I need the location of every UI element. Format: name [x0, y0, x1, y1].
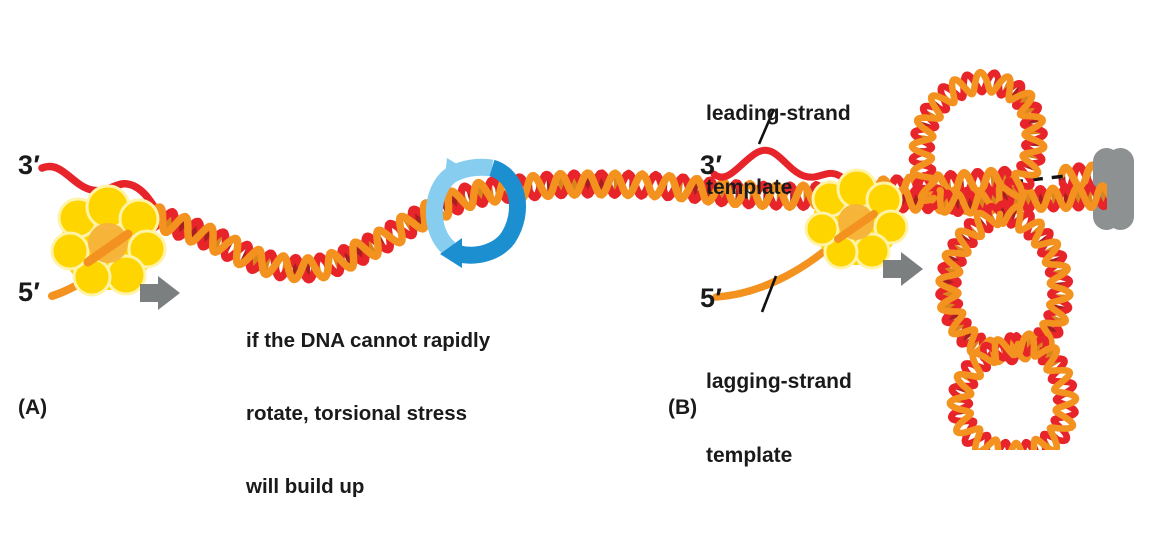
- note-line-1: if the DNA cannot rapidly: [246, 329, 490, 353]
- panel-a-label: (A): [18, 396, 47, 421]
- lagging-label-line-1: lagging-strand: [706, 370, 852, 395]
- panel-a-three-prime-label: 3′: [18, 150, 41, 182]
- leading-label-line-1: leading-strand: [706, 102, 851, 127]
- diagram-graphics: [0, 0, 1150, 450]
- direction-arrow-a: [140, 276, 180, 310]
- panel-a-five-prime-label: 5′: [18, 277, 41, 309]
- panel-b-three-prime-label: 3′: [700, 150, 723, 182]
- replication-machine-a: [52, 186, 165, 295]
- note-line-2: rotate, torsional stress: [246, 402, 490, 426]
- torsional-stress-note: if the DNA cannot rapidly rotate, torsio…: [246, 281, 490, 547]
- lagging-strand-template-label: lagging-strand template: [706, 320, 852, 518]
- figure-canvas: 3′ 5′ if the DNA cannot rapidly rotate, …: [0, 0, 1150, 450]
- note-line-3: will build up: [246, 475, 490, 499]
- leading-strand-template-label: leading-strand template: [706, 52, 851, 250]
- lagging-label-line-2: template: [706, 444, 852, 469]
- panel-b-five-prime-label: 5′: [700, 283, 723, 315]
- leading-label-line-2: template: [706, 176, 851, 201]
- anchor-bar-b: [1107, 148, 1134, 230]
- panel-b-label: (B): [668, 396, 697, 421]
